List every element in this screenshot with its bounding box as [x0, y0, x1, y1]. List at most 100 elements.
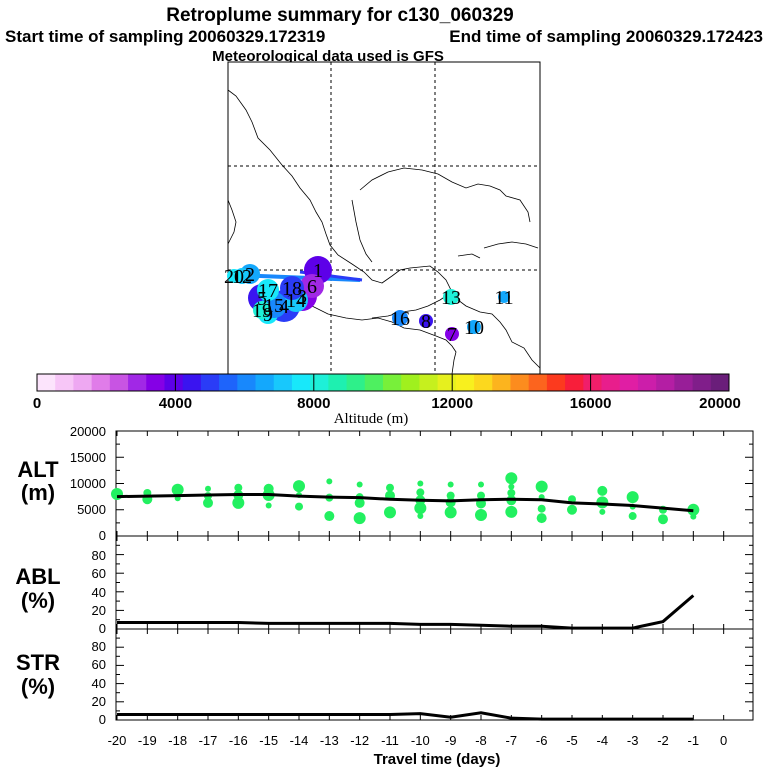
alt-spread-point — [535, 480, 548, 493]
colorbar-cell — [364, 374, 384, 391]
colorbar-cell — [510, 374, 530, 391]
alt-spread-point — [628, 512, 637, 521]
colorbar-cell — [692, 374, 712, 391]
str-ylabel: STR — [16, 650, 60, 675]
alt-ytick: 20000 — [70, 424, 106, 439]
map-cluster-label: 14 — [286, 290, 306, 312]
abl-panel-frame — [115, 535, 754, 630]
x-tick-label: -14 — [290, 733, 309, 748]
x-tick-label: -16 — [229, 733, 248, 748]
map-cluster-label: 17 — [258, 280, 278, 302]
map-cluster-label: 6 — [307, 276, 317, 298]
map-cluster-label: 9 — [263, 304, 273, 326]
colorbar-tick: 0 — [33, 395, 41, 412]
colorbar-cell — [656, 374, 675, 391]
colorbar-cell — [710, 374, 730, 391]
map-cluster-20 — [227, 269, 241, 283]
alt-ytick: 10000 — [70, 476, 106, 491]
x-tick-label: -4 — [597, 733, 609, 748]
x-tick-label: -3 — [627, 733, 639, 748]
map-cluster-label: 7 — [447, 324, 457, 346]
map-cluster-13 — [443, 289, 459, 305]
alt-ytick: 15000 — [70, 450, 106, 465]
colorbar-cell — [255, 374, 275, 391]
map-cluster-11 — [498, 291, 510, 303]
alt-ytick: 5000 — [77, 502, 106, 517]
x-tick-label: -9 — [445, 733, 457, 748]
colorbar-tick: 8000 — [297, 395, 330, 412]
alt-spread-point — [447, 481, 454, 488]
str-ytick: 60 — [92, 657, 106, 672]
colorbar-tick: 4000 — [159, 395, 192, 412]
map-cluster-16 — [392, 310, 408, 326]
alt-spread-point — [414, 502, 427, 515]
str-ytick: 20 — [92, 694, 106, 709]
map-cluster-10 — [467, 320, 481, 334]
x-tick-label: -8 — [475, 733, 487, 748]
alt-spread-point — [478, 481, 484, 488]
alt-ytick: 0 — [99, 528, 106, 543]
alt-spread-point — [205, 485, 211, 492]
map-cluster-label: 19 — [252, 300, 272, 322]
alt-spread-point — [507, 488, 516, 497]
colorbar-cell — [383, 374, 402, 391]
x-tick-label: -5 — [566, 733, 578, 748]
colorbar-cell — [310, 374, 329, 391]
colorbar-cell — [237, 374, 257, 391]
str-ytick: 40 — [92, 676, 106, 691]
str-series-line — [117, 711, 694, 721]
str-panel-frame — [115, 628, 754, 721]
alt-spread-point — [263, 483, 274, 494]
alt-ylabel: ALT — [17, 457, 59, 482]
colorbar-cell — [146, 374, 165, 391]
alt-spread-point — [505, 505, 518, 518]
map-cluster-label: 20 — [224, 266, 244, 288]
colorbar-cell — [273, 374, 293, 391]
abl-ylabel: ABL — [15, 564, 60, 589]
x-tick-label: -12 — [350, 733, 369, 748]
colorbar-cell — [37, 374, 56, 391]
x-tick-label: -20 — [108, 733, 127, 748]
map-cluster-label: 15 — [264, 295, 284, 317]
colorbar-tick: 20000 — [699, 395, 741, 412]
colorbar-cell — [437, 374, 457, 391]
map-cluster-label: 18 — [282, 278, 302, 300]
x-tick-label: -11 — [381, 733, 399, 748]
altitude-colorbar: 0 4000 8000 12000 16000 20000 Altitude (… — [33, 373, 741, 427]
x-tick-label: -7 — [506, 733, 518, 748]
alt-spread-point — [295, 502, 303, 511]
alt-spread-point — [265, 502, 272, 509]
x-tick-label: -15 — [259, 733, 278, 748]
map-cluster-label: 2 — [245, 264, 255, 286]
colorbar-cell — [55, 374, 74, 391]
colorbar-cell — [528, 374, 548, 391]
colorbar-cell — [565, 374, 584, 391]
alt-spread-point — [384, 506, 396, 519]
map-cluster-label: 8 — [421, 311, 431, 333]
x-tick-label: -2 — [657, 733, 669, 748]
alt-spread-point — [446, 491, 455, 500]
x-tick-label: -10 — [411, 733, 430, 748]
map-cluster-label: 3 — [297, 286, 307, 308]
map-cluster-label: 12 — [232, 266, 252, 288]
alt-spread-point — [416, 488, 425, 497]
map-cluster-8 — [419, 314, 433, 328]
alt-spread-point — [658, 514, 668, 525]
map-cluster-label: 16 — [390, 308, 410, 330]
figure-title: Retroplume summary for c130_060329 — [166, 5, 513, 26]
colorbar-cell — [219, 374, 238, 391]
x-tick-label: -6 — [536, 733, 548, 748]
alt-spread-point — [508, 483, 515, 490]
abl-ytick: 0 — [99, 621, 106, 636]
colorbar-cell — [73, 374, 93, 391]
alt-spread-point — [477, 491, 485, 500]
colorbar-cell — [164, 374, 184, 391]
met-data-label: Meteorological data used is GFS — [212, 48, 444, 65]
x-tick-label: -1 — [688, 733, 700, 748]
alt-spread-point — [111, 488, 123, 500]
x-tick-label: -18 — [168, 733, 187, 748]
abl-ytick: 20 — [92, 603, 106, 618]
map-coastlines — [227, 89, 541, 375]
alt-spread-point — [356, 481, 363, 488]
